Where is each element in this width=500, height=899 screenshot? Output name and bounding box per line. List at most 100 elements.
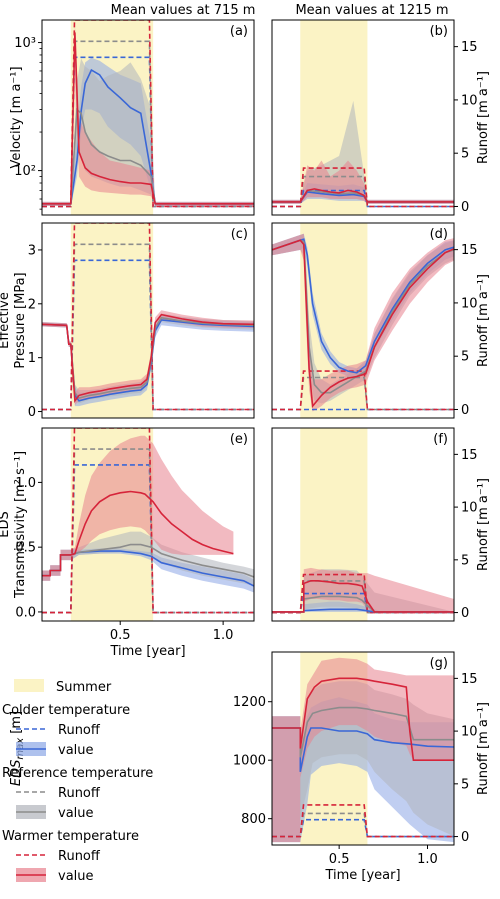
x-tick-label: 1.0: [213, 628, 234, 643]
legend-colder-runoff-label: Runoff: [58, 723, 101, 738]
y2-tick-label: 5: [461, 350, 469, 365]
warmer-runoff-line: [42, 223, 254, 411]
warmer-runoff-line: [42, 20, 254, 208]
panel-f: (f) 0 5 10 15 Runoff [m a⁻¹]: [271, 427, 491, 622]
plot-area-c: [42, 223, 254, 418]
reference-value-line: [272, 706, 454, 758]
y2-axis-label: Runoff [m a⁻¹]: [476, 478, 491, 571]
panel-a: (a) 10² 10³ Velocity [m a⁻¹]: [9, 19, 255, 216]
y-axis-label: Effective: [0, 292, 12, 349]
warmer-value-line: [272, 580, 454, 613]
legend-colder-title: Colder temperature: [2, 703, 130, 718]
y2-axis-label: Runoff [m a⁻¹]: [476, 71, 491, 164]
legend: Summer Colder temperature Runoff value Refer…: [2, 679, 153, 884]
y2-tick-label: 15: [461, 243, 478, 258]
y2-tick-label: 10: [461, 296, 478, 311]
y2-tick-label: 10: [461, 725, 478, 740]
y-tick-label: 10²: [14, 164, 36, 179]
legend-warmer-value-label: value: [58, 869, 94, 884]
y2-axis-label: Runoff [m a⁻¹]: [476, 702, 491, 795]
legend-summer-label: Summer: [56, 680, 112, 695]
legend-warmer-runoff-label: Runoff: [58, 849, 101, 864]
panel-label: (g): [430, 656, 448, 671]
axes-frame: [271, 427, 455, 622]
legend-colder-value-label: value: [58, 743, 94, 758]
legend-warmer-title: Warmer temperature: [2, 829, 139, 844]
y2-tick-label: 0: [461, 200, 469, 215]
column-title-left: Mean values at 715 m: [111, 3, 256, 18]
legend-reference-runoff-label: Runoff: [58, 786, 101, 801]
panel-label: (d): [430, 227, 448, 242]
x-axis-label: Time [year]: [324, 868, 400, 883]
warmer-value-line: [272, 239, 454, 409]
panel-label: (e): [230, 432, 248, 447]
warmer-range-band: [272, 233, 454, 412]
warmer-range-band: [42, 23, 254, 206]
warmer-range-band: [42, 435, 234, 581]
plot-area-a: [42, 20, 254, 215]
y2-tick-label: 0: [461, 606, 469, 621]
y-tick-label: 0: [28, 405, 36, 420]
panel-b: (b) 0 5 10 15 Runoff [m a⁻¹]: [271, 19, 491, 216]
legend-summer-swatch: [14, 679, 44, 692]
warmer-value-line: [42, 313, 254, 403]
y-tick-label: 1: [28, 351, 36, 366]
y2-tick-label: 10: [461, 501, 478, 516]
y2-tick-label: 0: [461, 403, 469, 418]
axes-frame: [41, 427, 255, 622]
y-tick-label: 3: [28, 243, 36, 258]
reference-runoff-line: [272, 580, 454, 614]
axes-frame: [271, 222, 455, 419]
y-axis-label: EDS: [0, 511, 12, 537]
x-tick-label: 1.0: [417, 852, 438, 867]
panel-label: (b): [430, 24, 448, 39]
warmer-runoff-line: [272, 804, 454, 838]
warmer-runoff-line: [272, 167, 454, 208]
colder-runoff-line: [272, 818, 454, 838]
warmer-value-line: [42, 32, 254, 205]
reference-runoff-line: [272, 812, 454, 838]
y2-tick-label: 5: [461, 147, 469, 162]
warmer-value-line: [272, 677, 454, 761]
warmer-runoff-line: [272, 370, 454, 411]
y2-tick-label: 0: [461, 830, 469, 845]
y2-tick-label: 5: [461, 777, 469, 792]
x-tick-label: 0.5: [329, 852, 350, 867]
y-tick-label: 1.0: [15, 476, 36, 491]
warmer-value-line: [42, 490, 234, 577]
axes-frame: [41, 222, 255, 419]
warmer-runoff-line: [42, 428, 254, 614]
y2-tick-label: 15: [461, 672, 478, 687]
y-axis-label: Pressure [MPa]: [13, 272, 28, 368]
legend-reference-title: Reference temperature: [2, 766, 153, 781]
panel-label: (f): [433, 432, 448, 447]
plot-area-e: [42, 428, 254, 621]
y-tick-label: 1000: [233, 754, 266, 769]
axes-frame: [41, 19, 255, 216]
y-tick-label: 10³: [14, 36, 36, 51]
panel-label: (a): [230, 24, 248, 39]
y-tick-label: 2: [28, 297, 36, 312]
colder-value-line: [272, 238, 454, 374]
panel-label: (c): [231, 227, 248, 242]
y2-tick-label: 10: [461, 93, 478, 108]
reference-runoff-line: [272, 376, 454, 411]
y2-tick-label: 15: [461, 448, 478, 463]
y-tick-label: 0.0: [15, 605, 36, 620]
panel-c: (c) 0 1 2 3 Effective Pressure [MPa]: [0, 222, 255, 420]
x-axis-label: Time [year]: [109, 644, 185, 659]
y-axis-label: Velocity [m a⁻¹]: [9, 66, 24, 168]
warmer-range-band: [272, 657, 454, 843]
plot-area-d: [272, 223, 454, 418]
axes-frame: [271, 651, 455, 846]
axes-frame: [271, 19, 455, 216]
plot-area-g: [272, 652, 454, 845]
warmer-value-line: [272, 188, 454, 203]
plot-area-b: [272, 20, 454, 215]
y-tick-label: 0.5: [15, 541, 36, 556]
legend-reference-value-label: value: [58, 806, 94, 821]
panel-d: (d) 0 5 10 15 Runoff [m a⁻¹]: [271, 222, 491, 419]
